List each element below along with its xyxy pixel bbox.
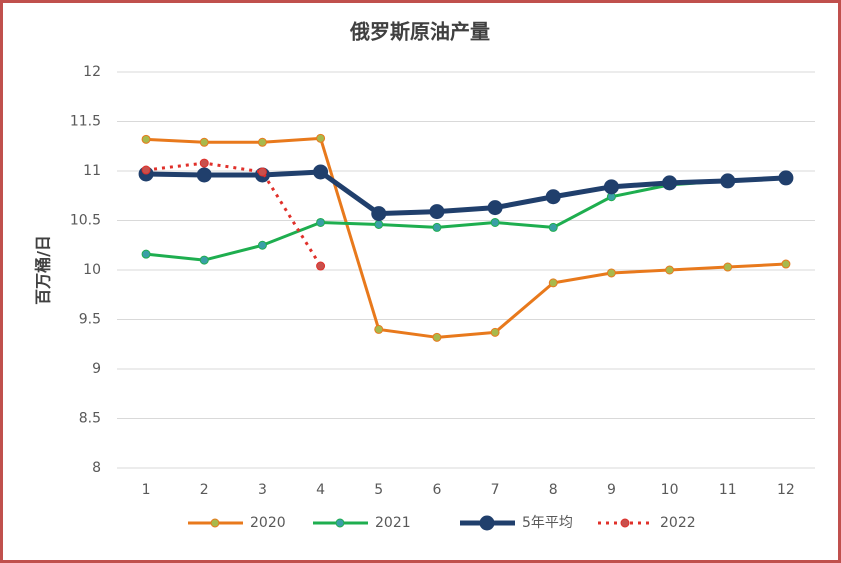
y-tick-label: 8 (92, 460, 101, 476)
legend-label: 2022 (660, 515, 696, 531)
x-tick-label: 8 (549, 482, 558, 498)
data-point (199, 137, 209, 147)
x-tick-label: 6 (432, 482, 441, 498)
data-point (603, 179, 619, 195)
y-tick-label: 10 (83, 262, 101, 278)
data-point (316, 133, 326, 143)
x-tick-label: 12 (777, 482, 795, 498)
data-point (548, 222, 558, 232)
legend-marker (210, 518, 220, 528)
legend-marker (620, 518, 630, 528)
x-tick-label: 4 (316, 482, 325, 498)
y-tick-label: 9 (92, 361, 101, 377)
data-point (257, 137, 267, 147)
x-tick-label: 10 (661, 482, 679, 498)
chart-title: 俄罗斯原油产量 (349, 20, 490, 44)
legend-marker (335, 518, 345, 528)
data-point (490, 217, 500, 227)
y-tick-label: 10.5 (70, 213, 101, 229)
y-tick-label: 11.5 (70, 114, 101, 130)
legend-label: 2021 (375, 515, 411, 531)
x-tick-label: 11 (719, 482, 737, 498)
data-point (432, 222, 442, 232)
y-axis-label: 百万桶/日 (34, 235, 53, 305)
x-tick-label: 3 (258, 482, 267, 498)
series-line (146, 136, 786, 339)
data-point (316, 217, 326, 227)
data-point (606, 268, 616, 278)
data-point (141, 249, 151, 259)
data-point (781, 259, 791, 269)
data-point (199, 158, 209, 168)
data-point (545, 189, 561, 205)
legend-label: 2020 (250, 515, 286, 531)
data-point (374, 324, 384, 334)
data-point (720, 173, 736, 189)
data-point (429, 204, 445, 220)
data-point (487, 200, 503, 216)
data-point (665, 265, 675, 275)
data-point (723, 262, 733, 272)
data-point (548, 278, 558, 288)
x-tick-label: 5 (374, 482, 383, 498)
data-point (257, 240, 267, 250)
y-tick-label: 11 (83, 163, 101, 179)
data-point (374, 219, 384, 229)
series-line (145, 161, 322, 267)
y-tick-label: 9.5 (79, 312, 101, 328)
data-point (313, 164, 329, 180)
y-tick-label: 8.5 (79, 411, 101, 427)
legend-marker (479, 515, 495, 531)
data-point (778, 170, 794, 186)
x-tick-label: 7 (491, 482, 500, 498)
data-point (490, 327, 500, 337)
data-point (316, 261, 326, 271)
data-point (432, 332, 442, 342)
data-point (257, 167, 267, 177)
legend-label: 5年平均 (522, 515, 573, 531)
x-tick-label: 1 (142, 482, 151, 498)
x-tick-label: 2 (200, 482, 209, 498)
series-line (146, 169, 787, 217)
y-tick-label: 12 (83, 64, 101, 80)
data-point (199, 255, 209, 265)
data-point (196, 167, 212, 183)
data-point (141, 165, 151, 175)
data-point (141, 134, 151, 144)
x-tick-label: 9 (607, 482, 616, 498)
data-point (662, 175, 678, 191)
data-point (371, 206, 387, 222)
